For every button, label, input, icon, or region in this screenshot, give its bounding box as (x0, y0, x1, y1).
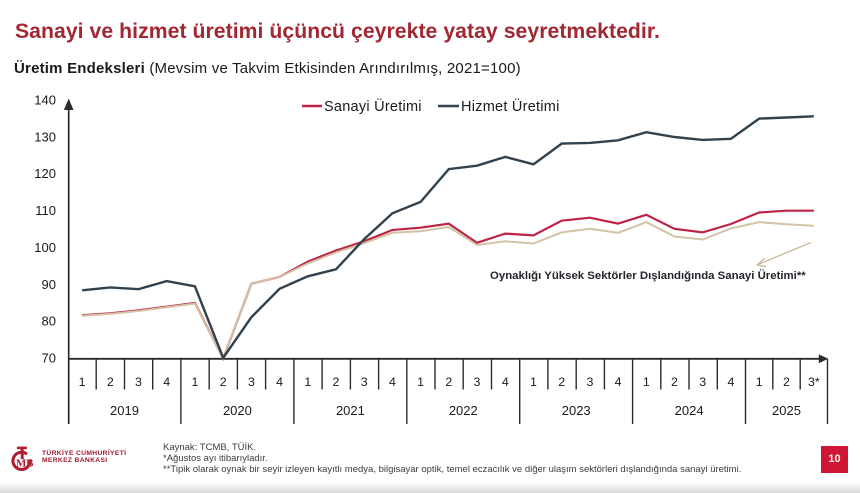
svg-text:3*: 3* (808, 375, 820, 389)
svg-text:2019: 2019 (110, 403, 139, 418)
svg-text:110: 110 (35, 203, 56, 218)
svg-text:1: 1 (191, 375, 198, 389)
svg-text:4: 4 (276, 375, 283, 389)
svg-text:4: 4 (389, 375, 396, 389)
svg-text:MB: MB (16, 458, 34, 470)
svg-text:2: 2 (558, 375, 565, 389)
svg-text:1: 1 (417, 375, 424, 389)
svg-text:2: 2 (445, 375, 452, 389)
svg-text:4: 4 (615, 375, 622, 389)
svg-text:2: 2 (220, 375, 227, 389)
svg-text:140: 140 (34, 93, 56, 108)
svg-text:3: 3 (361, 375, 368, 389)
svg-text:Sanayi Üretimi: Sanayi Üretimi (324, 97, 422, 115)
svg-text:4: 4 (502, 375, 509, 389)
svg-text:1: 1 (304, 375, 311, 389)
svg-text:1: 1 (643, 375, 650, 389)
svg-text:2025: 2025 (772, 403, 801, 418)
svg-text:1: 1 (530, 375, 537, 389)
svg-text:3: 3 (248, 375, 255, 389)
svg-text:2: 2 (671, 375, 678, 389)
svg-text:2021: 2021 (336, 403, 365, 418)
svg-text:2020: 2020 (223, 403, 252, 418)
svg-text:130: 130 (34, 129, 56, 144)
svg-text:1: 1 (756, 375, 763, 389)
svg-text:80: 80 (42, 314, 56, 329)
svg-text:Hizmet Üretimi: Hizmet Üretimi (461, 97, 560, 115)
svg-text:3: 3 (474, 375, 481, 389)
svg-text:2: 2 (333, 375, 340, 389)
svg-text:70: 70 (42, 351, 56, 366)
svg-text:3: 3 (135, 375, 142, 389)
svg-text:120: 120 (34, 166, 56, 181)
svg-text:3: 3 (699, 375, 706, 389)
svg-text:4: 4 (727, 375, 734, 389)
svg-text:2022: 2022 (449, 403, 478, 418)
svg-text:90: 90 (42, 277, 56, 292)
svg-text:2: 2 (783, 375, 790, 389)
svg-text:100: 100 (34, 240, 56, 255)
svg-text:2023: 2023 (562, 403, 591, 418)
svg-text:1: 1 (79, 375, 86, 389)
svg-text:2024: 2024 (675, 403, 704, 418)
svg-text:2: 2 (107, 375, 114, 389)
svg-text:3: 3 (586, 375, 593, 389)
svg-text:4: 4 (163, 375, 170, 389)
